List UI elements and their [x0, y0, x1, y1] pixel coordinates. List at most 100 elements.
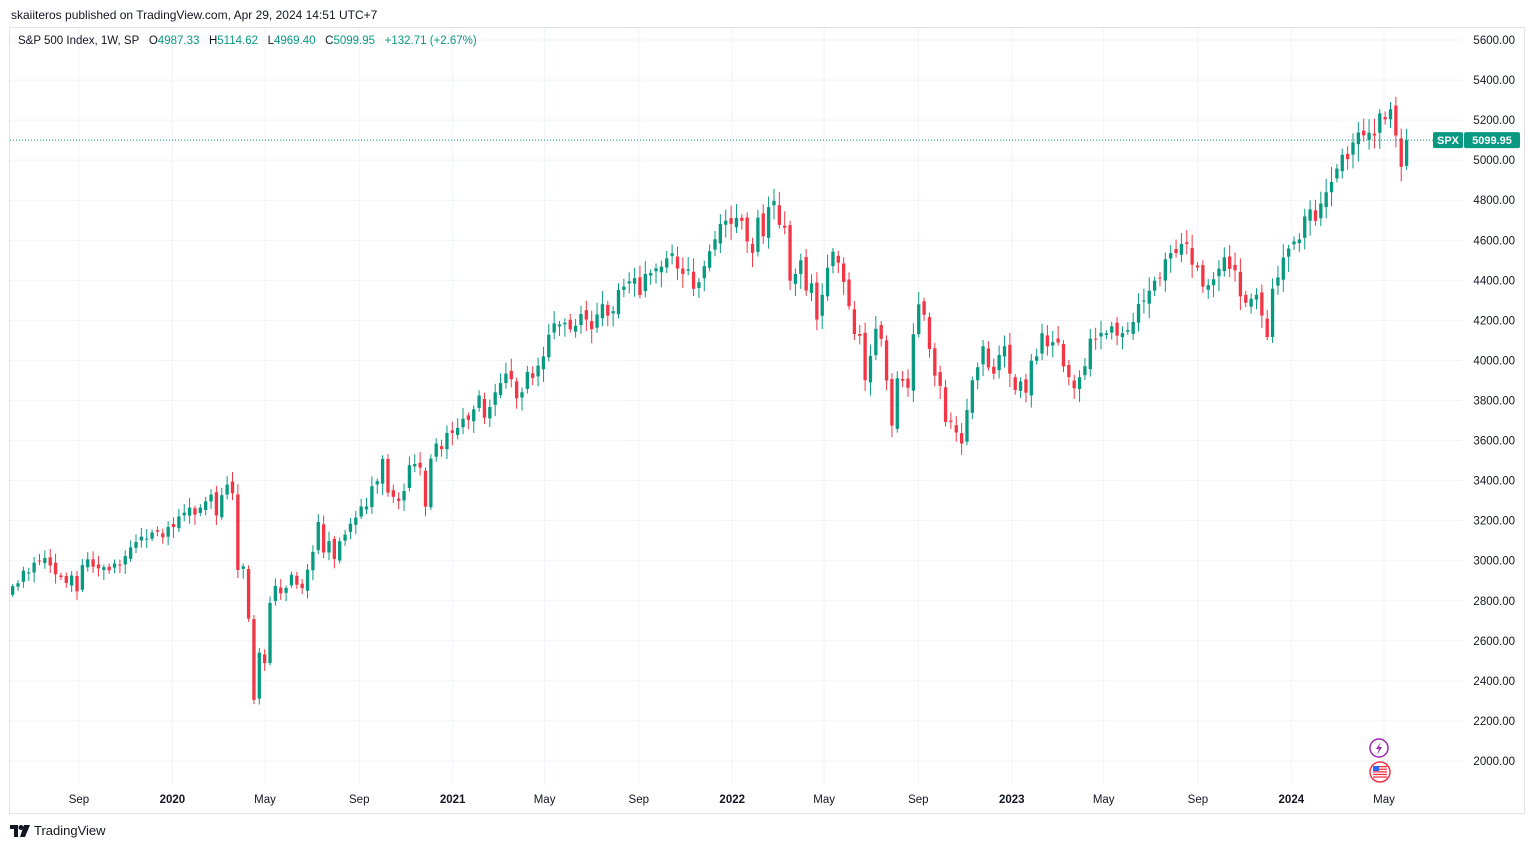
- brand-name: TradingView: [34, 823, 106, 838]
- candle-body: [1292, 241, 1296, 245]
- candle-body: [788, 225, 792, 281]
- price-tag-value-bg: [1464, 132, 1520, 149]
- candle-body: [1067, 365, 1071, 378]
- candle-body: [1088, 338, 1092, 370]
- candle-body: [193, 508, 197, 515]
- candle-body: [665, 258, 669, 268]
- candle-body: [123, 556, 127, 565]
- candle-body: [1394, 105, 1398, 136]
- price-tag-symbol-bg: [1433, 132, 1463, 149]
- legend-close-label: C: [325, 35, 334, 47]
- candle-body: [455, 427, 460, 435]
- candle-body: [1029, 360, 1033, 396]
- legend-high-label: H: [208, 35, 218, 47]
- candle-body: [1340, 154, 1344, 172]
- candle-body: [1297, 239, 1302, 244]
- candle-body: [1142, 300, 1146, 302]
- candle-body: [541, 356, 546, 370]
- candle-body: [729, 218, 733, 224]
- brand-footer[interactable]: TradingView: [10, 823, 106, 838]
- candle-body: [472, 409, 476, 422]
- candle-body: [204, 501, 208, 510]
- candle-body: [943, 387, 948, 422]
- candle-body: [531, 373, 535, 378]
- y-tick-label: 3000.00: [1473, 556, 1515, 568]
- candle-body: [407, 465, 412, 488]
- x-tick-label: 2020: [160, 794, 186, 806]
- candle-body: [514, 381, 519, 399]
- candle-body: [1222, 257, 1226, 272]
- candle-body: [1388, 109, 1393, 120]
- candle-body: [809, 283, 814, 293]
- candle-body: [338, 541, 342, 561]
- y-tick-label: 4800.00: [1473, 195, 1515, 207]
- candle-body: [37, 560, 42, 562]
- candle-body: [858, 334, 862, 336]
- candle-body: [418, 462, 422, 468]
- candle-body: [970, 380, 975, 413]
- candle-body: [686, 269, 690, 271]
- candle-body: [343, 534, 347, 541]
- candle-body: [1131, 321, 1135, 334]
- candle-body: [252, 619, 256, 700]
- candle-body: [1163, 259, 1168, 281]
- candle-body: [11, 586, 15, 595]
- candle-body: [890, 379, 894, 426]
- candle-body: [568, 319, 572, 330]
- candle-body: [563, 322, 567, 325]
- x-tick-label: 2024: [1279, 794, 1305, 806]
- candle-body: [91, 559, 95, 567]
- candle-body: [102, 567, 106, 570]
- y-tick-label: 2600.00: [1473, 636, 1515, 648]
- candle-body: [354, 517, 358, 525]
- candle-body: [1362, 130, 1366, 136]
- candle-body: [273, 585, 278, 601]
- candle-body: [1185, 242, 1189, 244]
- candle-body: [321, 524, 326, 553]
- candle-body: [1249, 298, 1253, 307]
- candle-body: [863, 332, 867, 381]
- flag-stripe: [1373, 768, 1387, 770]
- candle-body: [1228, 256, 1232, 269]
- candle-body: [397, 498, 401, 502]
- candle-body: [391, 490, 395, 497]
- candle-body: [842, 263, 846, 282]
- publisher-line: skaiiteros published on TradingView.com,…: [11, 8, 378, 22]
- candle-body: [1045, 335, 1050, 347]
- candle-body: [128, 547, 133, 559]
- candle-body: [1056, 338, 1060, 343]
- candle-body: [289, 574, 294, 586]
- candle-body: [75, 576, 79, 592]
- candle-body: [584, 310, 588, 320]
- candle-body: [933, 348, 937, 376]
- candle-body: [209, 494, 213, 502]
- candle-body: [434, 443, 438, 457]
- candle-body: [359, 506, 363, 517]
- candle-body: [145, 538, 149, 540]
- candle-body: [230, 481, 235, 494]
- candle-body: [241, 566, 245, 569]
- x-tick-label: Sep: [908, 794, 928, 806]
- legend-low-label: L: [267, 35, 274, 47]
- candle-body: [1345, 153, 1350, 160]
- candle-body: [740, 217, 744, 221]
- x-tick-label: Sep: [69, 794, 89, 806]
- candle-body: [1035, 356, 1039, 361]
- candle-body: [1211, 279, 1216, 286]
- candle-body: [611, 311, 615, 314]
- candle-body: [1083, 366, 1087, 376]
- candle-body: [1093, 338, 1098, 340]
- candle-body: [493, 392, 497, 405]
- candle-body: [745, 217, 749, 242]
- chart-frame: [9, 27, 1525, 814]
- candle-body: [949, 420, 953, 422]
- candle-body: [986, 348, 991, 368]
- candle-body: [1115, 322, 1119, 336]
- candle-body: [1201, 265, 1205, 287]
- candle-body: [1206, 285, 1210, 290]
- candle-body: [370, 486, 374, 508]
- candle-body: [439, 446, 444, 450]
- candle-body: [80, 565, 85, 590]
- candle-body: [579, 313, 583, 326]
